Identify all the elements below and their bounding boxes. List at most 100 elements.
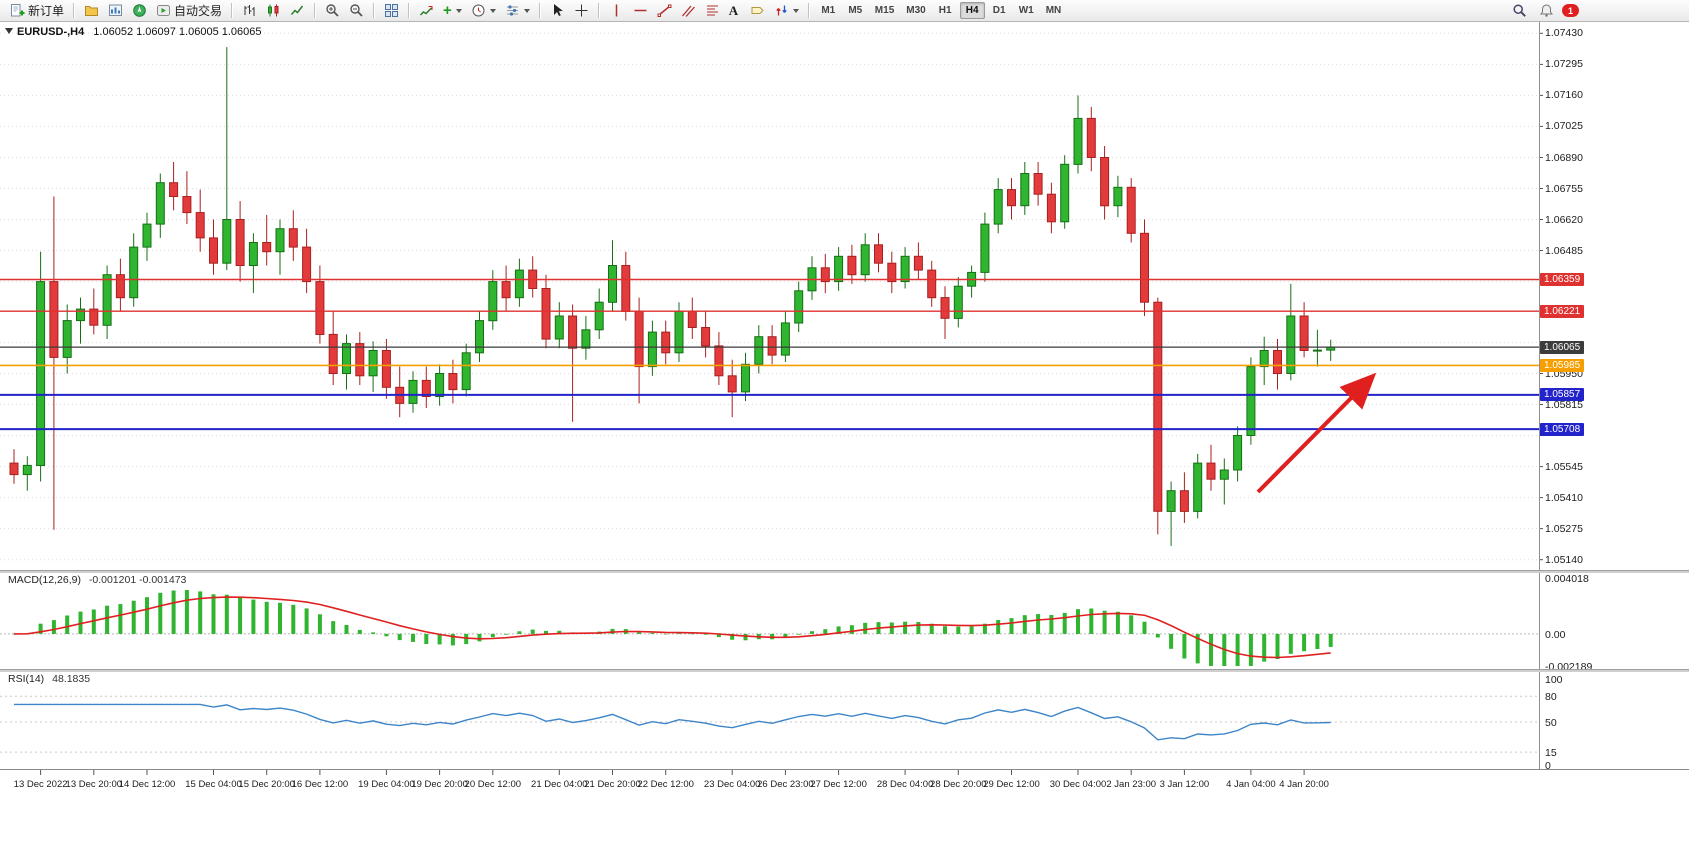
zoom-in-button[interactable]: [321, 1, 344, 21]
candlestick-chart-icon: [268, 4, 279, 17]
one-click-trading-toggle[interactable]: [5, 28, 13, 34]
arrows-button[interactable]: [770, 1, 803, 21]
zoom-out-button[interactable]: [345, 1, 368, 21]
label-tag-icon: [751, 7, 764, 14]
ohlc-values: 1.06052 1.06097 1.06005 1.06065: [93, 26, 262, 38]
bar-chart-button[interactable]: [238, 1, 261, 21]
folder-icon: [85, 6, 99, 16]
rsi-value: 48.1835: [52, 673, 91, 685]
search-icon: [1513, 4, 1526, 17]
search-button[interactable]: [1508, 1, 1531, 21]
macd-signal-line: [13, 596, 1331, 659]
toolbar-separator: [538, 3, 541, 18]
rsi-name: RSI(14): [8, 673, 45, 685]
arrows-icon: [776, 5, 787, 16]
period-button[interactable]: [467, 1, 500, 21]
timeframe-button-m30[interactable]: M30: [901, 2, 930, 19]
crosshair-icon: [575, 4, 588, 17]
trendline-button[interactable]: [653, 1, 676, 21]
indicators-button[interactable]: [415, 1, 438, 21]
toolbar-separator: [231, 3, 234, 18]
chart-region: EURUSD-,H4 1.06052 1.06097 1.06005 1.060…: [0, 22, 1689, 861]
fibonacci-icon: [706, 5, 718, 16]
timeframe-toolbar: M1 M5 M15 M30 H1 H4 D1 W1 MN: [815, 2, 1067, 19]
chevron-down-icon: [792, 8, 799, 13]
indicators-icon: [420, 6, 433, 16]
autotrading-button[interactable]: 自动交易: [152, 1, 226, 21]
panel-divider[interactable]: [0, 669, 1689, 672]
timeframe-button-h4[interactable]: H4: [959, 2, 985, 19]
zoom-out-icon: [350, 4, 363, 17]
candlestick-chart-button[interactable]: [262, 1, 285, 21]
horizontal-line-icon: [634, 9, 647, 12]
add-indicator-button[interactable]: +: [439, 1, 466, 21]
profiles-button[interactable]: [80, 1, 103, 21]
text-label-button[interactable]: [746, 1, 769, 21]
trend-arrow[interactable]: [1256, 372, 1377, 494]
macd-label: MACD(12,26,9) -0.001201 -0.001473: [8, 574, 186, 586]
main-toolbar: 新订单 自动交易: [0, 0, 1689, 22]
toolbar-right-tools: 1: [1508, 1, 1579, 21]
timeframe-button-m5[interactable]: M5: [843, 2, 868, 19]
timeframe-button-mn[interactable]: MN: [1041, 2, 1067, 19]
crosshair-button[interactable]: [570, 1, 593, 21]
chart-settings-button[interactable]: [501, 1, 534, 21]
toolbar-separator: [408, 3, 411, 18]
time-axis-ticks: [40, 770, 1305, 775]
new-order-icon: [11, 4, 25, 17]
horizontal-line-button[interactable]: [629, 1, 652, 21]
market-watch-icon: [109, 4, 123, 16]
plus-icon: +: [443, 2, 452, 19]
macd-values: -0.001201 -0.001473: [88, 574, 187, 586]
horizontal-levels[interactable]: [0, 278, 1539, 431]
symbol-timeframe-label: EURUSD-,H4: [17, 26, 85, 38]
panel-divider[interactable]: [0, 570, 1689, 573]
timeframe-button-m1[interactable]: M1: [816, 2, 841, 19]
toolbar-separator: [73, 3, 76, 18]
tile-windows-icon: [385, 4, 399, 17]
tile-windows-button[interactable]: [380, 1, 403, 21]
macd-histogram: [12, 590, 1333, 666]
toolbar-separator: [314, 3, 317, 18]
vertical-line-icon: [615, 4, 618, 17]
candles-series: [9, 47, 1336, 546]
autotrading-icon: [157, 5, 171, 16]
bar-chart-icon: [244, 5, 255, 16]
rsi-line: [14, 703, 1331, 741]
rsi-label: RSI(14) 48.1835: [8, 673, 90, 685]
toolbar-separator: [807, 3, 810, 18]
trendline-icon: [657, 4, 672, 17]
time-axis-line: [0, 769, 1689, 770]
autotrading-label: 自动交易: [174, 4, 223, 18]
timeframe-button-h1[interactable]: H1: [933, 2, 958, 19]
chevron-down-icon: [489, 8, 496, 13]
toolbar-separator: [373, 3, 376, 18]
navigator-button[interactable]: [128, 1, 151, 21]
chevron-down-icon: [455, 8, 462, 13]
timeframe-button-w1[interactable]: W1: [1014, 2, 1039, 19]
market-watch-button[interactable]: [104, 1, 127, 21]
notifications-button[interactable]: [1535, 1, 1558, 21]
text-button[interactable]: A: [725, 1, 745, 21]
notification-badge[interactable]: 1: [1562, 4, 1579, 17]
clock-icon: [472, 4, 485, 17]
chart-canvas[interactable]: [0, 22, 1689, 861]
macd-name: MACD(12,26,9): [8, 574, 81, 586]
toolbar-separator: [597, 3, 600, 18]
channel-button[interactable]: [677, 1, 700, 21]
new-order-label: 新订单: [28, 4, 65, 18]
timeframe-button-d1[interactable]: D1: [987, 2, 1012, 19]
line-chart-button[interactable]: [286, 1, 309, 21]
new-order-button[interactable]: 新订单: [6, 1, 68, 21]
line-chart-icon: [290, 5, 304, 15]
cursor-button[interactable]: [546, 1, 569, 21]
chevron-down-icon: [523, 8, 530, 13]
vertical-line-button[interactable]: [605, 1, 628, 21]
fibonacci-button[interactable]: [701, 1, 724, 21]
rsi-levels: [0, 695, 1539, 753]
bell-icon: [1540, 4, 1553, 17]
channel-icon: [681, 5, 695, 17]
text-tool-icon: A: [728, 3, 739, 18]
timeframe-button-m15[interactable]: M15: [870, 2, 899, 19]
